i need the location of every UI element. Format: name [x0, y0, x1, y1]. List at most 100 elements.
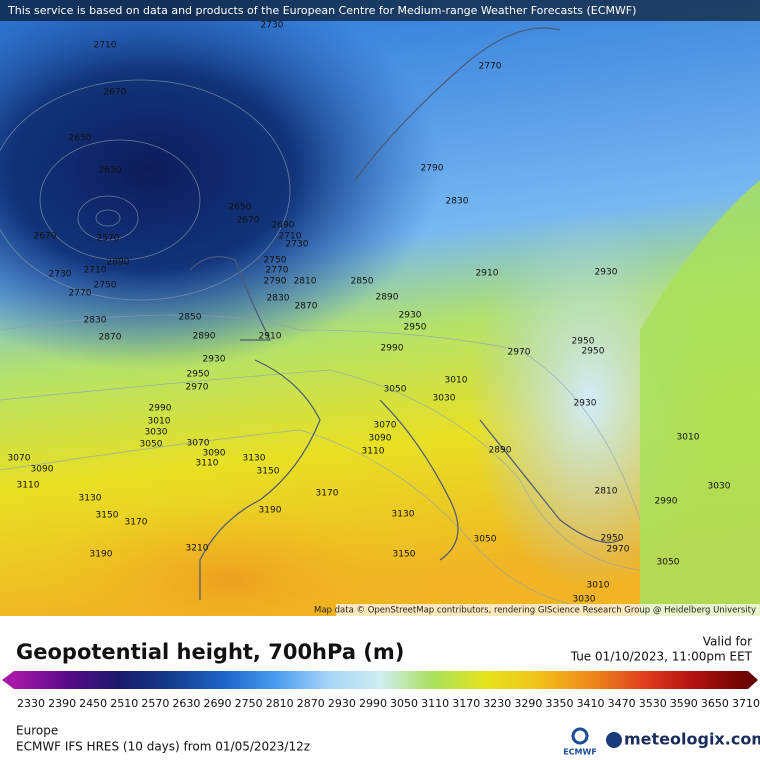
contour-label: 2990: [381, 344, 404, 354]
contour-label: 2790: [421, 164, 444, 174]
contour-label: 3190: [259, 506, 282, 516]
colorbar-arrow-high: [748, 671, 758, 689]
brand: meteologix.com: [624, 730, 760, 749]
contour-label: 3070: [8, 454, 31, 464]
legend-title: Geopotential height, 700hPa (m): [16, 640, 404, 664]
attribution: Map data © OpenStreetMap contributors, r…: [314, 606, 756, 616]
colorbar-tick-label: 2330: [17, 697, 45, 710]
contour-label: 2870: [295, 302, 318, 312]
contour-label: 2990: [655, 497, 678, 507]
brand-icon: [606, 732, 622, 748]
colorbar-tick-label: 2450: [79, 697, 107, 710]
contour-label: 2710: [279, 232, 302, 242]
colorbar-tick-label: 3590: [670, 697, 698, 710]
contour-label: 2930: [399, 311, 422, 321]
contour-label: 3010: [587, 581, 610, 591]
contour-label: 2950: [601, 534, 624, 544]
contour-label: 2950: [404, 323, 427, 333]
colorbar-tick-label: 3110: [421, 697, 449, 710]
contour-label: 3050: [657, 558, 680, 568]
contour-label: 2770: [479, 62, 502, 72]
contour-label: 3130: [392, 510, 415, 520]
contour-label: 2790: [264, 277, 287, 287]
contour-label: 3210: [186, 544, 209, 554]
contour-label: 3150: [257, 467, 280, 477]
contour-label: 3110: [196, 459, 219, 469]
colorbar-tick-label: 3530: [639, 697, 667, 710]
contour-label: 2750: [94, 281, 117, 291]
contour-label: 3030: [145, 428, 168, 438]
contour-label: 2710: [84, 266, 107, 276]
contour-label: 2890: [376, 293, 399, 303]
contour-label: 2710: [94, 41, 117, 51]
contour-label: 2670: [34, 232, 57, 242]
contour-label: 2650: [229, 203, 252, 213]
colorbar-tick-label: 3230: [483, 697, 511, 710]
colorbar-tick-label: 2990: [359, 697, 387, 710]
colorbar-tick-label: 3470: [608, 697, 636, 710]
contour-label: 3090: [31, 465, 54, 475]
contour-label: 2870: [99, 333, 122, 343]
contour-label: 3130: [243, 454, 266, 464]
contour-label: 2930: [574, 399, 597, 409]
contour-label: 2730: [261, 21, 284, 31]
contour-label: 3030: [433, 394, 456, 404]
contour-label: 2850: [179, 313, 202, 323]
contour-label: 3050: [140, 440, 163, 450]
contour-label: 2990: [149, 404, 172, 414]
colorbar-arrow-low: [2, 671, 14, 689]
colorbar-tick-label: 2630: [172, 697, 200, 710]
colorbar-tick-label: 2690: [204, 697, 232, 710]
contour-label: 3150: [393, 550, 416, 560]
contour-label: 2730: [49, 270, 72, 280]
contour-label: 3030: [708, 482, 731, 492]
colorbar-tick-label: 3650: [701, 697, 729, 710]
contour-label: 3130: [79, 494, 102, 504]
contour-label: 2770: [69, 289, 92, 299]
contour-label: 3190: [90, 550, 113, 560]
contour-label: 2970: [186, 383, 209, 393]
contour-label: 2830: [267, 294, 290, 304]
contour-label: 2950: [582, 347, 605, 357]
contour-label: 3170: [125, 518, 148, 528]
contour-label: 2850: [351, 277, 374, 287]
colorbar-tick-label: 3170: [452, 697, 480, 710]
contour-label: 2570: [97, 234, 120, 244]
contour-label: 3110: [17, 481, 40, 491]
contour-label: 2910: [259, 332, 282, 342]
contour-label: 2830: [446, 197, 469, 207]
contour-label: 2670: [237, 216, 260, 226]
low-pressure: [0, 0, 440, 370]
contour-label: 3030: [573, 595, 596, 605]
contour-label: 3110: [362, 447, 385, 457]
colorbar-tick-label: 2390: [48, 697, 76, 710]
contour-label: 2950: [572, 337, 595, 347]
contour-label: 2930: [203, 355, 226, 365]
colorbar-tick-label: 3050: [390, 697, 418, 710]
contour-label: 3070: [374, 421, 397, 431]
contour-label: 2890: [489, 446, 512, 456]
colorbar-tick-label: 3350: [545, 697, 573, 710]
contour-label: 3010: [445, 376, 468, 386]
contour-label: 2890: [107, 258, 130, 268]
coastlines: [189, 27, 621, 600]
contour-label: 2810: [595, 487, 618, 497]
model-run: ECMWF IFS HRES (10 days) from 01/05/2023…: [16, 740, 310, 754]
contour-label: 3070: [187, 439, 210, 449]
ecmwf-icon: [571, 727, 589, 745]
contour-label: 3090: [203, 449, 226, 459]
contour-label: 2930: [595, 268, 618, 278]
contour-label: 2890: [193, 332, 216, 342]
colorbar-tick-label: 3710: [732, 697, 760, 710]
contours: [0, 79, 641, 611]
valid-time: Tue 01/10/2023, 11:00pm EET: [570, 650, 753, 664]
contour-label: 2970: [508, 348, 531, 358]
contour-label: 2910: [476, 269, 499, 279]
contour-label: 3050: [384, 385, 407, 395]
contour-label: 2970: [607, 545, 630, 555]
valid-label: Valid for: [703, 635, 752, 649]
contour-label: 2950: [187, 370, 210, 380]
